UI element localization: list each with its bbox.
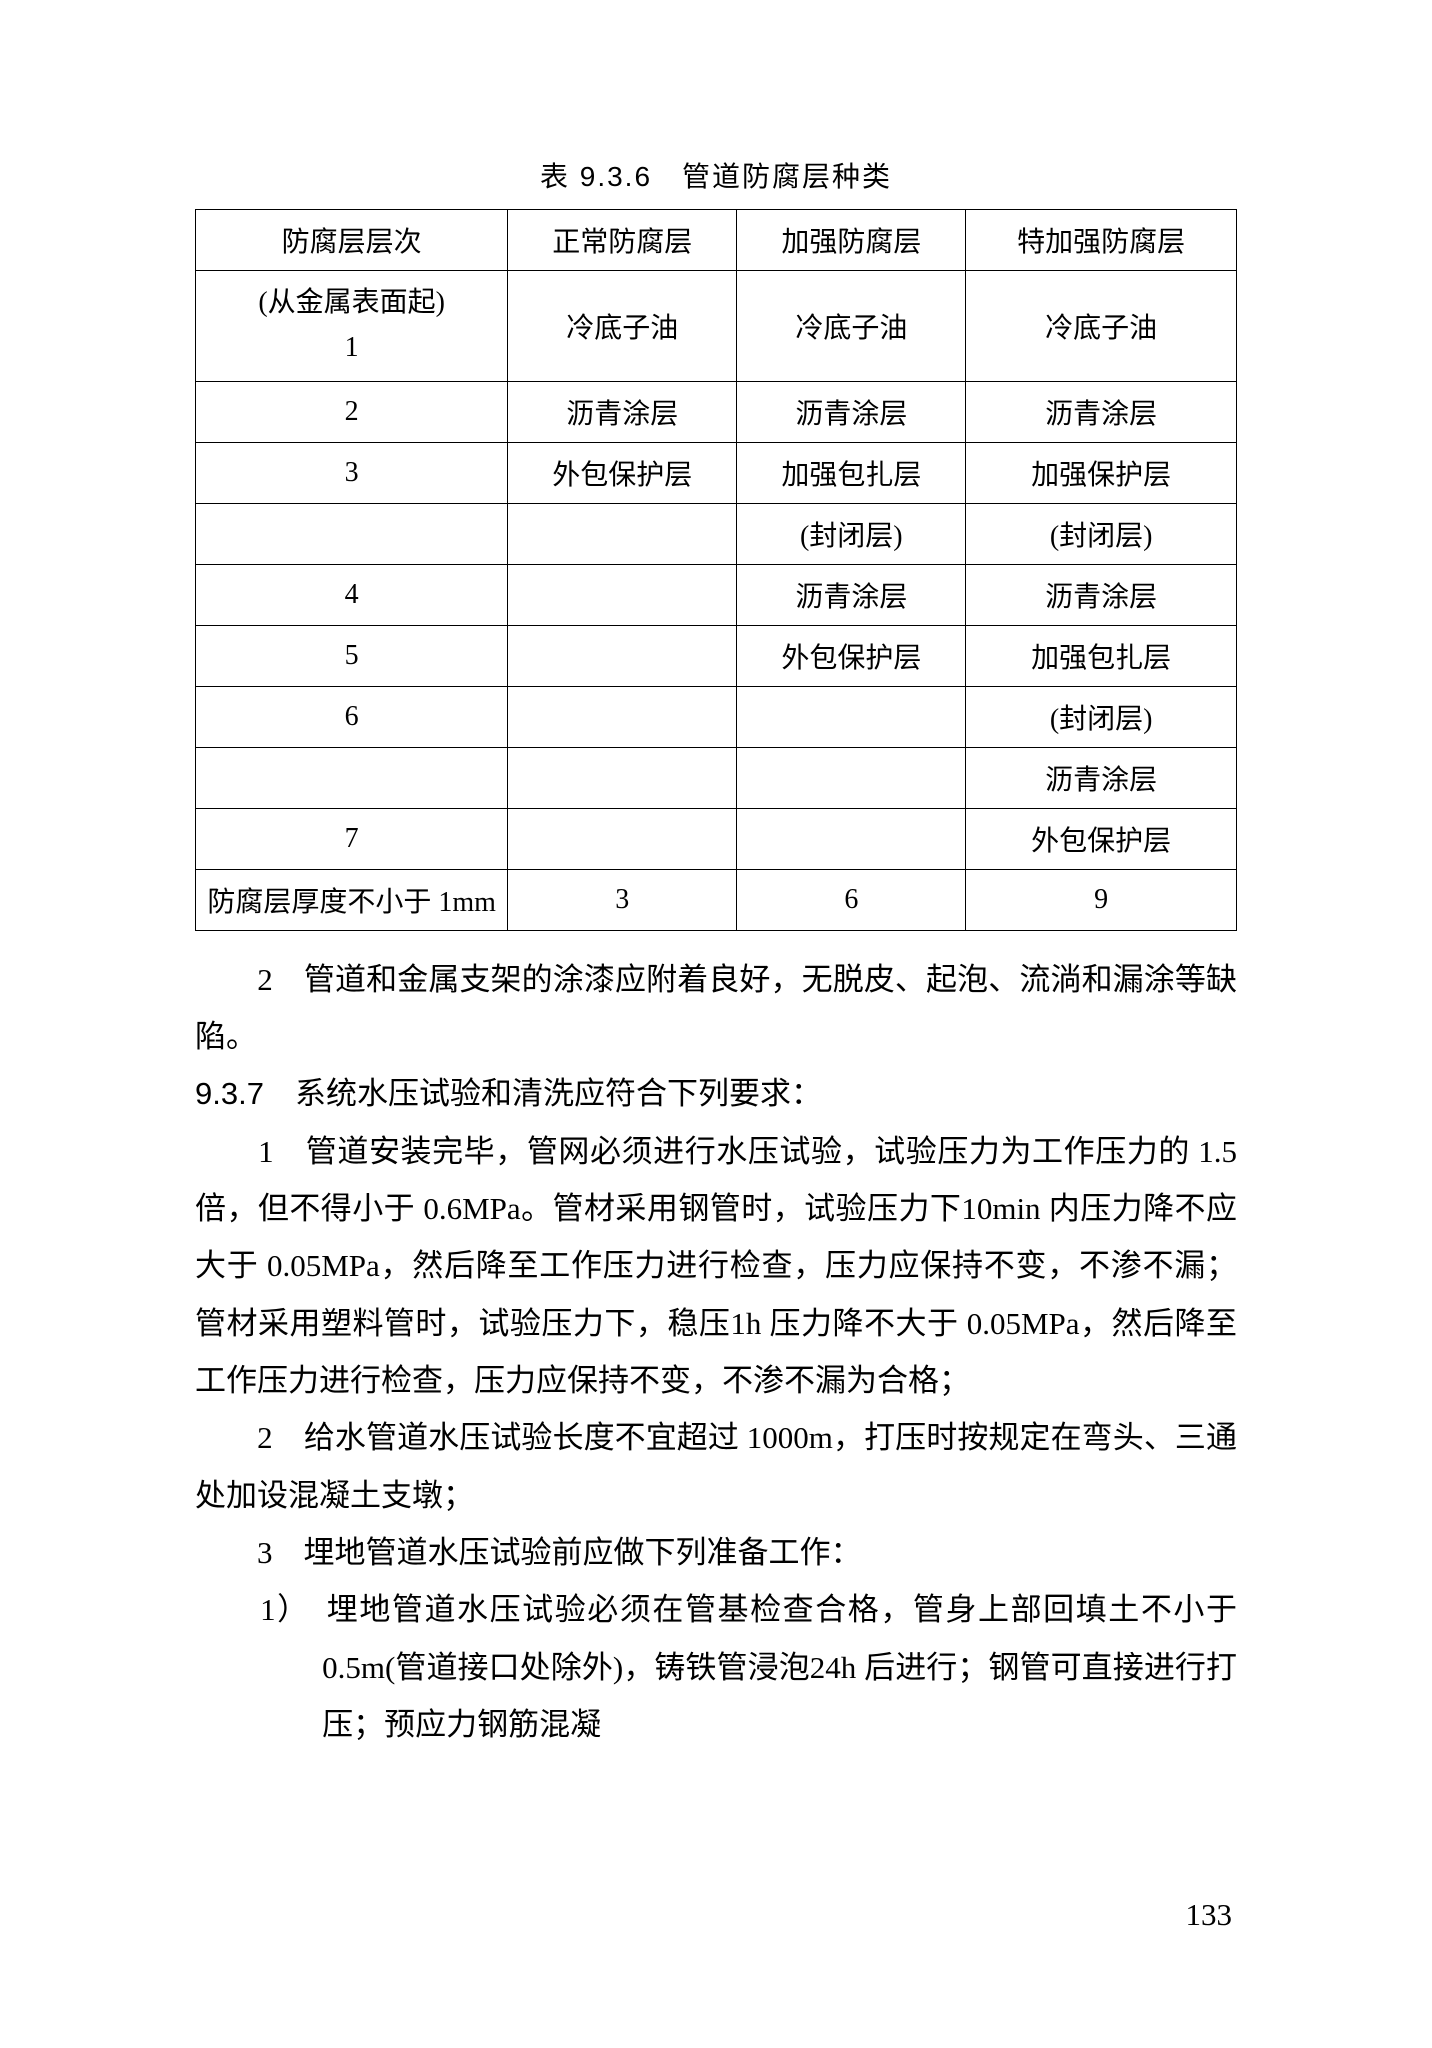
table-cell: 外包保护层 — [508, 442, 737, 503]
table-cell — [196, 747, 508, 808]
paragraph: 3 埋地管道水压试验前应做下列准备工作： — [195, 1524, 1237, 1581]
paragraph: 2 给水管道水压试验长度不宜超过 1000m，打压时按规定在弯头、三通处加设混凝… — [195, 1409, 1237, 1524]
table-cell: 6 — [737, 869, 966, 930]
table-cell: 加强包扎层 — [966, 625, 1237, 686]
table-cell: 4 — [196, 564, 508, 625]
table-cell: 加强包扎层 — [737, 442, 966, 503]
anticorrosion-layer-table: 防腐层层次 正常防腐层 加强防腐层 特加强防腐层 (从金属表面起) 1 冷底子油… — [195, 209, 1237, 931]
table-cell — [508, 625, 737, 686]
paragraph: 1 管道安装完毕，管网必须进行水压试验，试验压力为工作压力的 1.5 倍，但不得… — [195, 1123, 1237, 1410]
body-text-block: 2 管道和金属支架的涂漆应附着良好，无脱皮、起泡、流淌和漏涂等缺陷。 9.3.7… — [195, 951, 1237, 1754]
table-cell: 9 — [966, 869, 1237, 930]
table-row: 5 外包保护层 加强包扎层 — [196, 625, 1237, 686]
table-row: 7 外包保护层 — [196, 808, 1237, 869]
table-cell — [508, 686, 737, 747]
paragraph: 2 管道和金属支架的涂漆应附着良好，无脱皮、起泡、流淌和漏涂等缺陷。 — [195, 951, 1237, 1066]
sub-paragraph: 1） 埋地管道水压试验必须在管基检查合格，管身上部回填土不小于 0.5m(管道接… — [195, 1581, 1237, 1753]
section-number: 9.3.7 — [195, 1076, 264, 1111]
table-cell: 沥青涂层 — [966, 381, 1237, 442]
table-cell: 沥青涂层 — [508, 381, 737, 442]
table-cell: (封闭层) — [966, 503, 1237, 564]
table-row: 沥青涂层 — [196, 747, 1237, 808]
table-row: 2 沥青涂层 沥青涂层 沥青涂层 — [196, 381, 1237, 442]
table-cell: 防腐层厚度不小于 1mm — [196, 869, 508, 930]
page-number: 133 — [1186, 1897, 1233, 1933]
table-header: 正常防腐层 — [508, 210, 737, 271]
table-caption: 表 9.3.6 管道防腐层种类 — [195, 155, 1237, 195]
table-row: 3 外包保护层 加强包扎层 加强保护层 — [196, 442, 1237, 503]
table-cell: 沥青涂层 — [966, 564, 1237, 625]
table-cell: 2 — [196, 381, 508, 442]
section-heading: 9.3.7 系统水压试验和清洗应符合下列要求： — [195, 1065, 1237, 1122]
table-cell: 加强保护层 — [966, 442, 1237, 503]
table-cell — [737, 747, 966, 808]
table-cell — [196, 503, 508, 564]
table-cell: (从金属表面起) 1 — [196, 271, 508, 382]
table-cell: 6 — [196, 686, 508, 747]
table-cell: 冷底子油 — [508, 271, 737, 382]
table-cell: 5 — [196, 625, 508, 686]
document-page: 表 9.3.6 管道防腐层种类 防腐层层次 正常防腐层 加强防腐层 特加强防腐层… — [0, 0, 1432, 2048]
table-row: (从金属表面起) 1 冷底子油 冷底子油 冷底子油 — [196, 271, 1237, 382]
table-cell — [508, 747, 737, 808]
table-cell: 冷底子油 — [966, 271, 1237, 382]
table-body: (从金属表面起) 1 冷底子油 冷底子油 冷底子油 2 沥青涂层 沥青涂层 沥青… — [196, 271, 1237, 931]
table-cell — [508, 503, 737, 564]
table-cell: 7 — [196, 808, 508, 869]
table-cell — [737, 686, 966, 747]
table-row: 防腐层厚度不小于 1mm 3 6 9 — [196, 869, 1237, 930]
table-header: 加强防腐层 — [737, 210, 966, 271]
table-header-row: 防腐层层次 正常防腐层 加强防腐层 特加强防腐层 — [196, 210, 1237, 271]
table-cell: 外包保护层 — [737, 625, 966, 686]
table-row: 6 (封闭层) — [196, 686, 1237, 747]
table-cell: 3 — [508, 869, 737, 930]
table-header: 特加强防腐层 — [966, 210, 1237, 271]
table-cell: 外包保护层 — [966, 808, 1237, 869]
table-cell — [737, 808, 966, 869]
table-cell — [508, 564, 737, 625]
table-row: (封闭层) (封闭层) — [196, 503, 1237, 564]
table-cell: 沥青涂层 — [737, 381, 966, 442]
table-cell: 沥青涂层 — [966, 747, 1237, 808]
table-cell: 沥青涂层 — [737, 564, 966, 625]
table-header: 防腐层层次 — [196, 210, 508, 271]
table-cell: 3 — [196, 442, 508, 503]
table-cell: (封闭层) — [737, 503, 966, 564]
table-cell — [508, 808, 737, 869]
table-row: 4 沥青涂层 沥青涂层 — [196, 564, 1237, 625]
table-cell: 冷底子油 — [737, 271, 966, 382]
table-cell: (封闭层) — [966, 686, 1237, 747]
